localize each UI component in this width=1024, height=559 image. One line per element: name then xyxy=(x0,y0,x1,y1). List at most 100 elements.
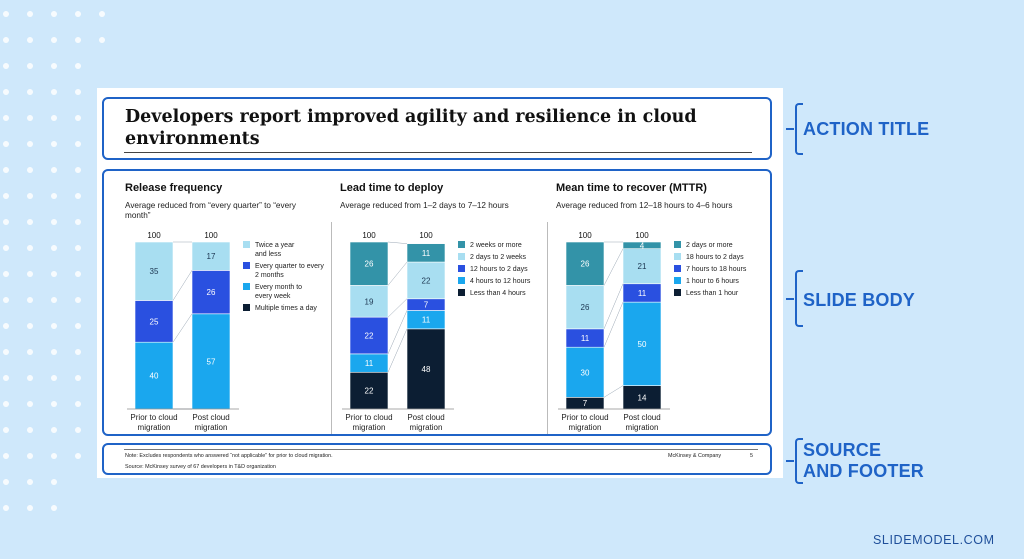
body-bracket xyxy=(795,270,803,327)
segment-value-label: 11 xyxy=(581,334,590,343)
footer-note: Note: Excludes respondents who answered … xyxy=(125,453,333,459)
panel-divider xyxy=(331,222,332,434)
bar-segment xyxy=(565,346,605,398)
legend-label: Less than 1 hour xyxy=(686,290,739,297)
source-footer-label-line1: SOURCE xyxy=(803,440,882,460)
legend-label: Every quarter to every xyxy=(255,263,324,270)
bar-total-label: 100 xyxy=(635,231,649,240)
bar-segment xyxy=(406,243,446,263)
segment-value-label: 21 xyxy=(638,262,647,271)
chart-title: Lead time to deploy xyxy=(340,182,444,194)
footer-bracket xyxy=(795,438,803,484)
chart-subtitle: Average reduced from 1–2 days to 7–12 ho… xyxy=(340,201,509,210)
title-frame xyxy=(102,97,772,160)
bar-segment xyxy=(134,241,174,301)
legend-swatch xyxy=(458,289,465,296)
category-axis-label: Prior to cloud xyxy=(130,413,177,422)
bracket-tick xyxy=(786,128,794,130)
category-axis-label: migration xyxy=(195,423,228,432)
category-axis-label: migration xyxy=(353,423,386,432)
segment-value-label: 35 xyxy=(150,267,159,276)
chart-title: Release frequency xyxy=(125,182,223,194)
segment-value-label: 14 xyxy=(638,393,647,402)
chart-panel-mttr: Mean time to recover (MTTR) Average redu… xyxy=(556,176,774,438)
bar-segment xyxy=(565,241,605,286)
legend-label: 2 days to 2 weeks xyxy=(470,254,527,261)
segment-value-label: 57 xyxy=(207,357,216,366)
segment-value-label: 30 xyxy=(581,368,590,377)
legend-label: and less xyxy=(255,251,282,258)
connector-line xyxy=(603,283,624,329)
segment-value-label: 40 xyxy=(150,372,159,381)
connector-line xyxy=(172,270,193,301)
bar-total-label: 100 xyxy=(362,231,376,240)
segment-value-label: 26 xyxy=(207,288,216,297)
legend-swatch xyxy=(674,265,681,272)
segment-value-label: 50 xyxy=(638,340,647,349)
category-axis-label: Post cloud xyxy=(407,413,444,422)
connector-line xyxy=(387,310,408,354)
segment-value-label: 4 xyxy=(640,241,645,250)
bar-total-label: 100 xyxy=(419,231,433,240)
bracket-tick xyxy=(786,460,794,462)
legend-label: Every month to xyxy=(255,284,302,291)
segment-value-label: 22 xyxy=(422,276,431,285)
footer-rule xyxy=(124,449,758,450)
segment-value-label: 11 xyxy=(638,289,647,298)
chart-panel-lead-time: Lead time to deploy Average reduced from… xyxy=(340,176,558,438)
segment-value-label: 19 xyxy=(365,297,374,306)
legend-swatch xyxy=(458,265,465,272)
chart-title: Mean time to recover (MTTR) xyxy=(556,182,707,194)
legend-label: 18 hours to 2 days xyxy=(686,254,744,261)
bar-total-label: 100 xyxy=(147,231,161,240)
footer-frame xyxy=(102,443,772,475)
segment-value-label: 11 xyxy=(365,359,374,368)
legend-swatch xyxy=(458,277,465,284)
bar-total-label: 100 xyxy=(578,231,592,240)
category-axis-label: migration xyxy=(138,423,171,432)
footer-source: Source: McKinsey survey of 67 developers… xyxy=(125,464,276,470)
legend-swatch xyxy=(674,241,681,248)
connector-line xyxy=(387,241,408,244)
bar-segment xyxy=(565,285,605,330)
segment-value-label: 25 xyxy=(150,317,159,326)
legend-swatch xyxy=(674,289,681,296)
bar-segment xyxy=(406,328,446,410)
legend-label: 7 hours to 18 hours xyxy=(686,266,747,273)
segment-value-label: 48 xyxy=(422,365,431,374)
action-title-label: ACTION TITLE xyxy=(803,119,930,139)
legend-swatch xyxy=(243,241,250,248)
bar-segment xyxy=(191,270,231,315)
connector-line xyxy=(387,298,408,318)
legend-label: every week xyxy=(255,293,291,300)
dot-grid-decoration xyxy=(3,11,105,511)
bracket-tick xyxy=(786,298,794,300)
legend-label: Twice a year xyxy=(255,242,295,249)
segment-value-label: 26 xyxy=(581,303,590,312)
segment-value-label: 22 xyxy=(365,332,374,341)
panel-divider xyxy=(547,222,548,434)
category-axis-label: migration xyxy=(626,423,659,432)
connector-line xyxy=(387,261,408,286)
legend-label: 2 months xyxy=(255,272,284,279)
bar-segment xyxy=(349,285,389,318)
legend-swatch xyxy=(458,241,465,248)
segment-value-label: 17 xyxy=(207,252,216,261)
bar-segment xyxy=(406,261,446,300)
title-bracket xyxy=(795,103,803,155)
legend-swatch xyxy=(674,277,681,284)
segment-value-label: 26 xyxy=(581,260,590,269)
segment-value-label: 7 xyxy=(424,301,429,310)
chart-subtitle: Average reduced from 12–18 hours to 4–6 … xyxy=(556,201,733,210)
category-axis-label: Post cloud xyxy=(192,413,229,422)
category-axis-label: Prior to cloud xyxy=(345,413,392,422)
legend-label: 2 weeks or more xyxy=(470,242,522,249)
category-axis-label: migration xyxy=(410,423,443,432)
slide-body-label: SLIDE BODY xyxy=(803,290,916,310)
source-footer-label-line2: AND FOOTER xyxy=(803,461,924,481)
legend-swatch xyxy=(674,253,681,260)
title-underline xyxy=(124,152,752,153)
